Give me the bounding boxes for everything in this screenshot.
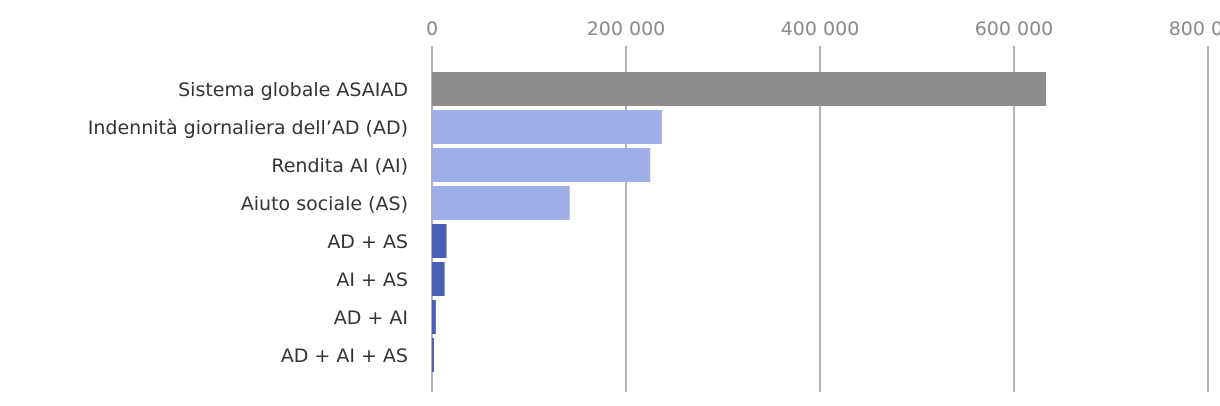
bar bbox=[432, 72, 1047, 106]
bars bbox=[432, 72, 1047, 372]
category-label: Sistema globale ASAIAD bbox=[178, 79, 408, 101]
bar bbox=[432, 110, 662, 144]
category-label: AD + AS bbox=[327, 231, 408, 253]
x-axis-tick-labels: 0 200 000 400 000 600 000 800 000 bbox=[426, 18, 1220, 40]
bar bbox=[432, 262, 445, 296]
bar bbox=[432, 338, 434, 372]
x-tick-label: 600 000 bbox=[975, 18, 1054, 40]
category-label: Rendita AI (AI) bbox=[271, 155, 408, 177]
x-tick-label: 800 000 bbox=[1169, 18, 1220, 40]
bar bbox=[432, 224, 447, 258]
bar bbox=[432, 148, 651, 182]
category-label: AD + AI bbox=[334, 307, 408, 329]
category-label: Aiuto sociale (AS) bbox=[241, 193, 408, 215]
category-label: AI + AS bbox=[336, 269, 408, 291]
x-tick-label: 200 000 bbox=[587, 18, 666, 40]
category-label: Indennità giornaliera dell’AD (AD) bbox=[88, 117, 408, 139]
category-label: AD + AI + AS bbox=[281, 345, 408, 367]
x-tick-label: 400 000 bbox=[781, 18, 860, 40]
bar bbox=[432, 186, 570, 220]
category-labels: Sistema globale ASAIAD Indennità giornali… bbox=[88, 79, 408, 367]
bar bbox=[432, 300, 436, 334]
x-tick-label: 0 bbox=[426, 18, 438, 40]
